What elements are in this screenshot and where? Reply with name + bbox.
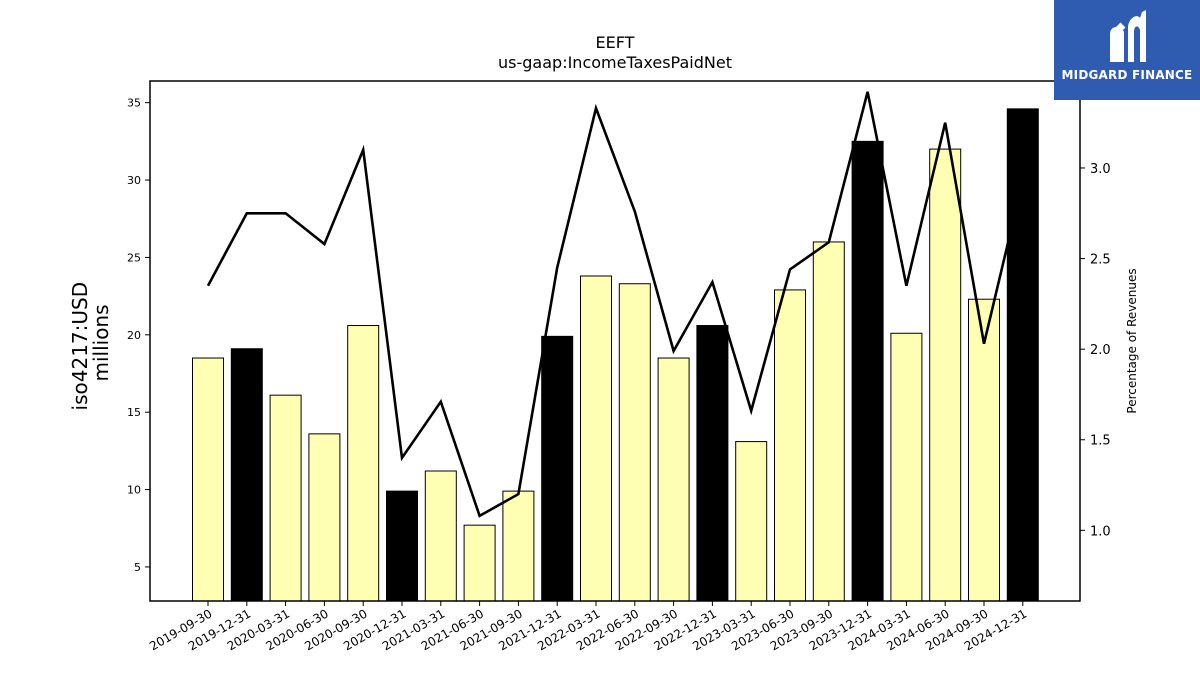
y-tick-label: 10 <box>127 484 141 497</box>
bar-2019-09-30 <box>192 357 224 602</box>
y2-tick-label: 2.0 <box>1090 343 1111 358</box>
bar-2021-06-30 <box>463 524 496 602</box>
y2-tick-label: 2.5 <box>1090 253 1111 268</box>
logo-text: MIDGARD FINANCE <box>1061 68 1193 82</box>
bar-2023-03-31 <box>735 441 768 602</box>
bar-2023-12-31 <box>851 140 884 602</box>
chart-subtitle: us-gaap:IncomeTaxesPaidNet <box>498 53 732 72</box>
y2-tick-label: 1.0 <box>1090 524 1111 539</box>
y-tick-label: 35 <box>127 97 141 110</box>
bar-2023-09-30 <box>812 241 845 602</box>
bar-2020-06-30 <box>308 433 341 602</box>
bar-2024-03-31 <box>890 332 923 602</box>
y-axis-label-line-1: iso4217:USD <box>68 282 92 411</box>
bar-2019-12-31 <box>230 348 263 602</box>
plot-frame <box>149 80 1081 602</box>
bar-2021-09-30 <box>502 490 535 602</box>
y-tick-label: 5 <box>134 561 141 574</box>
bar-2022-06-30 <box>618 283 651 602</box>
bar-2023-06-30 <box>774 289 806 602</box>
y2-tick-label: 3.0 <box>1090 162 1111 177</box>
bar-2020-09-30 <box>347 325 380 602</box>
bar-2024-12-31 <box>1006 108 1039 602</box>
y2-tick-label: 1.5 <box>1090 434 1111 449</box>
bars-group <box>192 108 1039 602</box>
midgard-logo-icon <box>1110 10 1146 62</box>
bar-2021-12-31 <box>541 335 574 602</box>
bar-2020-03-31 <box>269 394 302 602</box>
y2-axis-label: Percentage of Revenues <box>1125 268 1139 413</box>
chart-title: EEFT <box>596 33 635 52</box>
y-axis-label: iso4217:USD millions <box>68 276 113 411</box>
bar-2024-06-30 <box>929 148 962 602</box>
y-tick-label: 25 <box>127 251 141 264</box>
y-tick-label: 20 <box>127 329 141 342</box>
bar-2021-03-31 <box>424 470 457 602</box>
bar-2022-12-31 <box>696 325 729 602</box>
bar-2022-09-30 <box>657 357 690 602</box>
midgard-finance-logo: MIDGARD FINANCE <box>1054 0 1200 100</box>
bar-2022-03-31 <box>580 275 612 602</box>
y-tick-label: 15 <box>127 406 141 419</box>
line-group <box>206 91 1025 518</box>
bar-2024-09-30 <box>968 298 1000 602</box>
y-axis-label-line-2: millions <box>89 304 113 381</box>
bar-2020-12-31 <box>386 490 418 602</box>
percentage-line <box>206 91 1025 518</box>
y-tick-label: 30 <box>127 174 141 187</box>
